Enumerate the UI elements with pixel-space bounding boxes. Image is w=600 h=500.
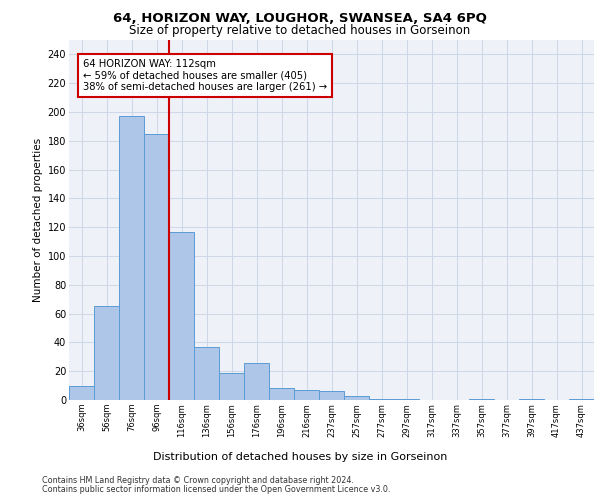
Bar bbox=[344, 396, 369, 400]
Bar bbox=[469, 398, 494, 400]
Bar bbox=[94, 306, 119, 400]
Bar bbox=[219, 372, 244, 400]
Text: Contains public sector information licensed under the Open Government Licence v3: Contains public sector information licen… bbox=[42, 484, 391, 494]
Bar bbox=[119, 116, 144, 400]
Text: 64, HORIZON WAY, LOUGHOR, SWANSEA, SA4 6PQ: 64, HORIZON WAY, LOUGHOR, SWANSEA, SA4 6… bbox=[113, 12, 487, 26]
Bar bbox=[569, 398, 594, 400]
Text: Distribution of detached houses by size in Gorseinon: Distribution of detached houses by size … bbox=[153, 452, 447, 462]
Text: Size of property relative to detached houses in Gorseinon: Size of property relative to detached ho… bbox=[130, 24, 470, 37]
Bar bbox=[369, 398, 394, 400]
Bar bbox=[294, 390, 319, 400]
Bar bbox=[269, 388, 294, 400]
Bar bbox=[194, 346, 219, 400]
Bar bbox=[519, 398, 544, 400]
Bar bbox=[394, 398, 419, 400]
Text: Contains HM Land Registry data © Crown copyright and database right 2024.: Contains HM Land Registry data © Crown c… bbox=[42, 476, 354, 485]
Text: 64 HORIZON WAY: 112sqm
← 59% of detached houses are smaller (405)
38% of semi-de: 64 HORIZON WAY: 112sqm ← 59% of detached… bbox=[83, 58, 327, 92]
Bar bbox=[144, 134, 169, 400]
Y-axis label: Number of detached properties: Number of detached properties bbox=[34, 138, 43, 302]
Bar bbox=[244, 362, 269, 400]
Bar bbox=[319, 392, 344, 400]
Bar bbox=[69, 386, 94, 400]
Bar bbox=[169, 232, 194, 400]
